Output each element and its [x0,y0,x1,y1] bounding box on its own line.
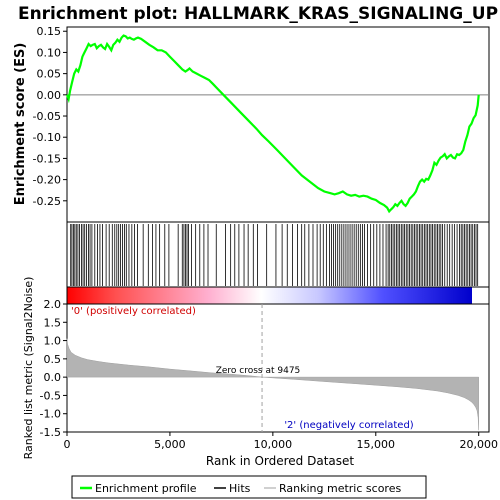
legend-enrichment-label: Enrichment profile [95,482,197,495]
x-axis-label: Rank in Ordered Dataset [206,454,354,468]
metric-y-tick-label: 2.0 [44,298,62,311]
es-y-axis-label: Enrichment score (ES) [13,43,28,206]
es-y-tick-label: -0.25 [33,195,61,208]
es-y-tick-label: 0.10 [37,46,62,59]
positive-correlation-label: '0' (positively correlated) [71,306,196,317]
hits-group [70,224,479,286]
metric-y-tick-label: -1.5 [40,426,61,439]
x-tick-label: 10,000 [254,438,293,451]
x-tick-label: 15,000 [357,438,396,451]
es-y-tick-label: 0.05 [37,68,62,81]
metric-y-tick-label: 1.5 [44,316,62,329]
es-y-tick-label: -0.05 [33,110,61,123]
es-y-tick-label: 0.00 [37,89,62,102]
metric-y-axis: 2.0 1.5 1.0 0.5 0.0 -0.5 -1.0 -1.5 [40,298,67,439]
metric-y-tick-label: -1.0 [40,408,61,421]
negative-correlation-label: '2' (negatively correlated) [284,420,413,431]
x-tick-label: 0 [64,438,71,451]
es-y-tick-label: 0.15 [37,25,62,38]
chart-title: Enrichment plot: HALLMARK_KRAS_SIGNALING… [18,4,498,24]
metric-y-tick-label: 0.5 [44,353,62,366]
enrichment-profile-line [65,34,480,214]
legend-hits-label: Hits [229,482,251,495]
zero-cross-label: Zero cross at 9475 [216,366,301,376]
es-y-axis: 0.15 0.10 0.05 0.00 -0.05 -0.10 -0.15 -0.20 -0.2… [33,25,67,208]
legend-metric-label: Ranking metric scores [279,482,401,495]
ranking-metric-area [66,338,479,431]
metric-y-tick-label: 1.0 [44,335,62,348]
enrichment-panel-frame [66,26,490,223]
metric-y-tick-label: 0.0 [44,371,62,384]
x-tick-label: 20,000 [459,438,498,451]
es-y-tick-label: -0.10 [33,131,61,144]
es-y-tick-label: -0.20 [33,174,61,187]
metric-x-axis: 0 5,000 10,000 15,000 20,000 [64,432,498,451]
rank-color-bar [67,287,472,304]
legend-frame [71,475,427,499]
metric-y-axis-label: Ranked list metric (Signal2Noise) [22,277,35,460]
es-y-tick-label: -0.15 [33,152,61,165]
metric-y-tick-label: -0.5 [40,389,61,402]
x-tick-label: 5,000 [154,438,186,451]
